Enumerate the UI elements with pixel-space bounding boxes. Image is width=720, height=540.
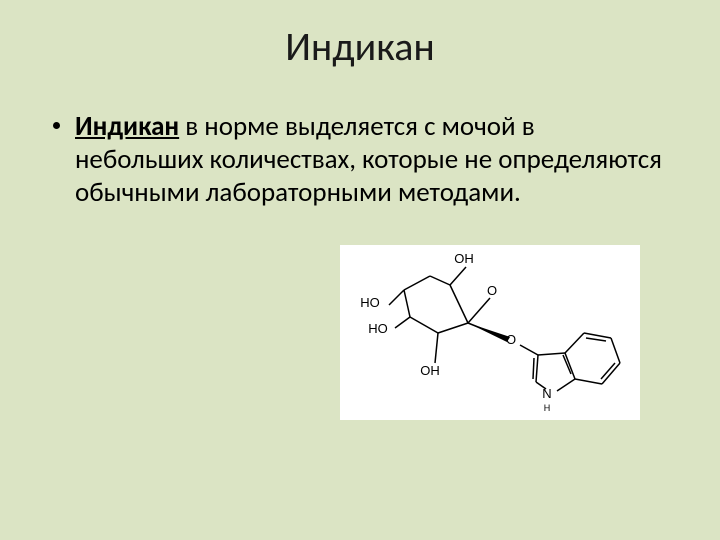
molecule-diagram: OH HO HO OH O O NH (340, 245, 640, 420)
body-area: Индикан в норме выделяется с мочой в неб… (0, 71, 720, 210)
svg-text:HO: HO (360, 295, 380, 310)
svg-text:O: O (506, 332, 516, 347)
bullet-dot-icon (53, 122, 60, 129)
svg-text:N: N (542, 386, 551, 401)
svg-text:H: H (544, 403, 551, 413)
bullet-item: Индикан в норме выделяется с мочой в неб… (75, 111, 665, 210)
svg-text:OH: OH (454, 251, 474, 266)
molecule-svg: OH HO HO OH O O NH (340, 245, 640, 420)
slide-title: Индикан (0, 0, 720, 71)
svg-text:OH: OH (420, 363, 440, 378)
svg-text:HO: HO (368, 321, 388, 336)
bullet-term: Индикан (75, 110, 179, 143)
svg-text:O: O (487, 283, 497, 298)
